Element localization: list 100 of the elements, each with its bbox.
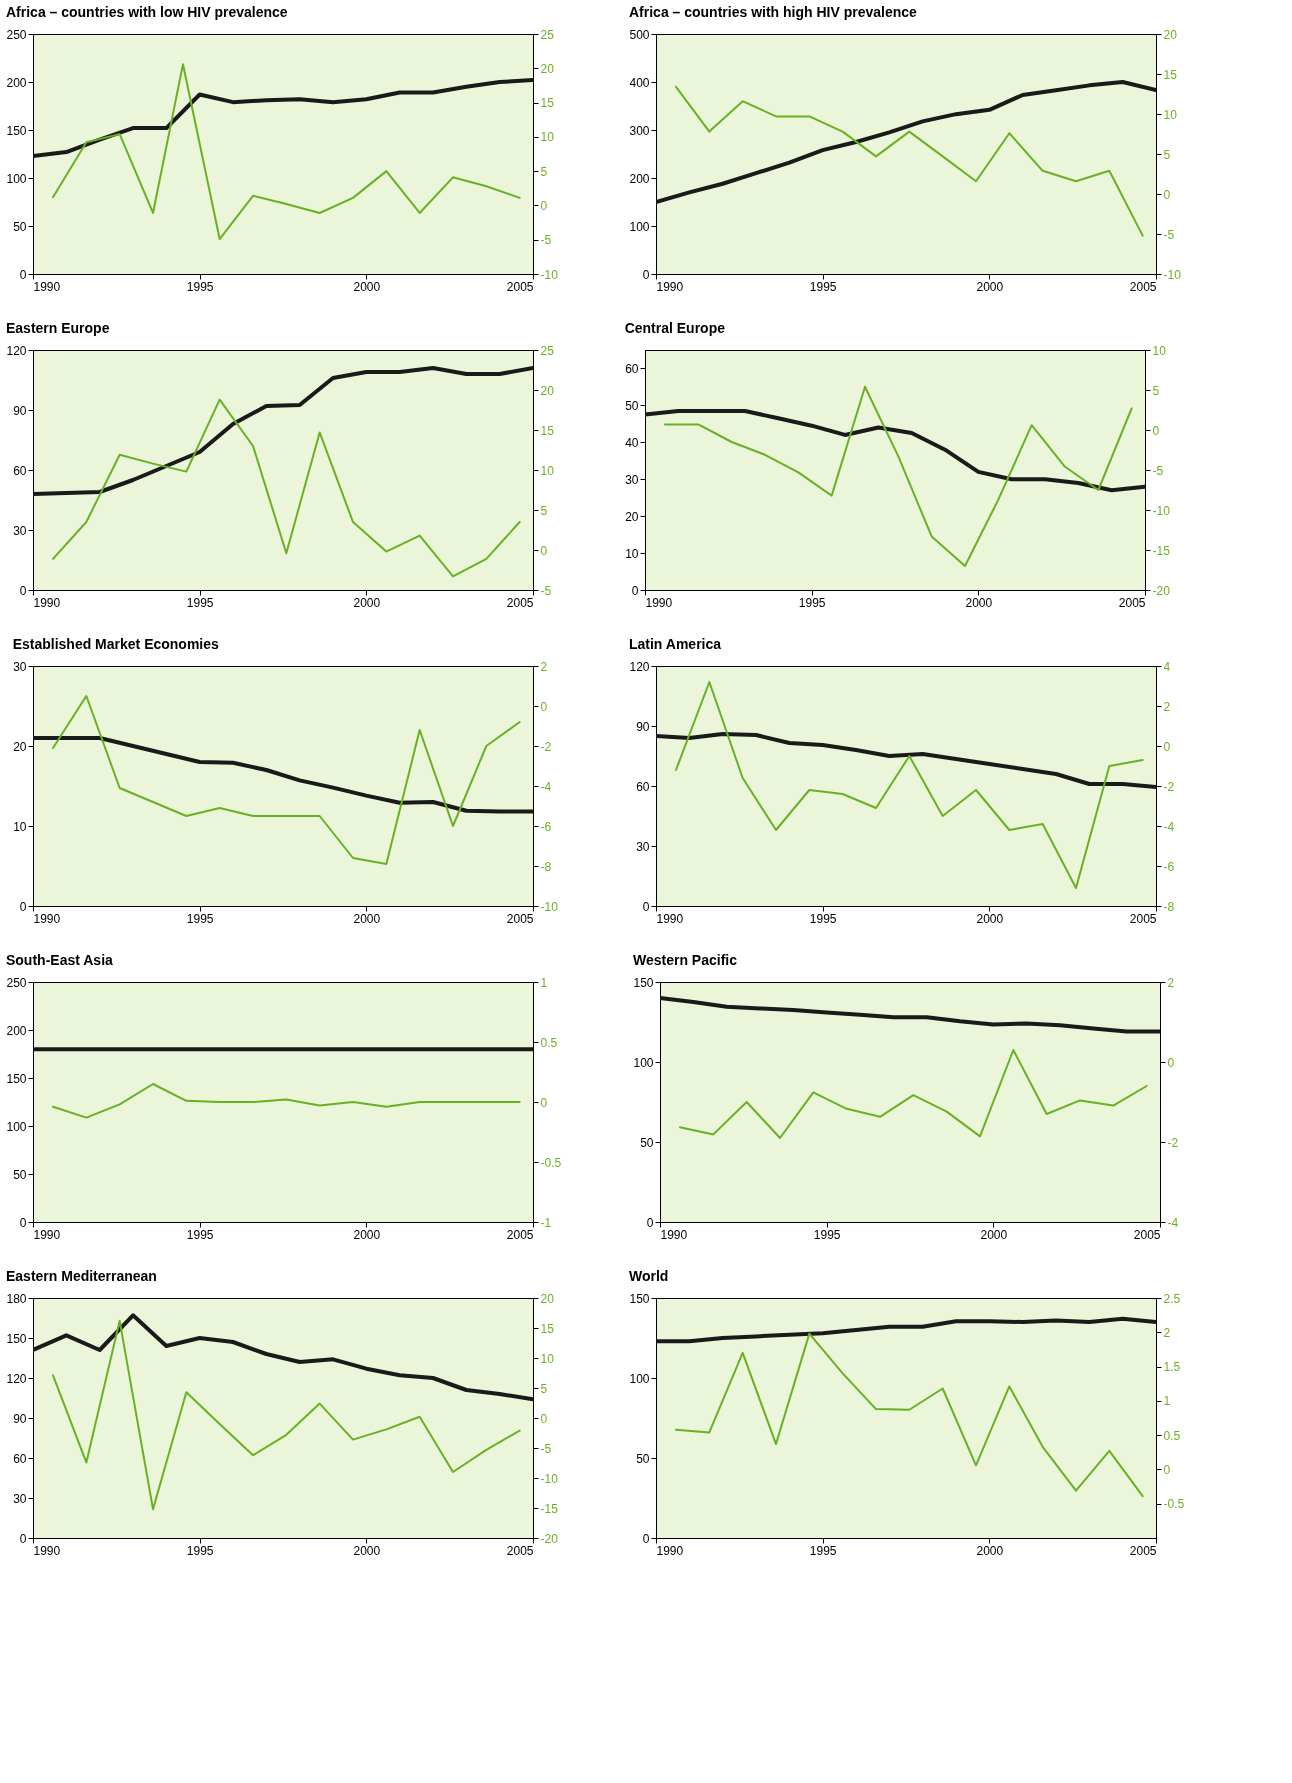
line-series	[675, 681, 1144, 889]
y-tick-label: 250	[6, 975, 27, 990]
y2-tick-label: 10	[540, 1351, 555, 1366]
y-tick-label: 90	[13, 403, 27, 418]
y2-tick-label: 2	[1167, 975, 1175, 990]
y2-tick-label: 0	[1163, 1462, 1171, 1477]
y2-tick-label: 10	[1152, 343, 1167, 358]
x-tick-label: 1990	[656, 279, 684, 294]
y2-tick-label: 25	[540, 27, 555, 42]
y2-tick-label: -6	[540, 819, 552, 834]
y2-tick-label: -10	[1152, 503, 1171, 518]
y2-tick-label: -2	[1163, 779, 1175, 794]
x-tick-label: 2005	[506, 1227, 534, 1242]
y-tick-label: 200	[6, 75, 27, 90]
y2-tick-label: 20	[540, 61, 555, 76]
line-series	[33, 78, 533, 158]
line-series	[679, 1049, 1148, 1139]
y2-tick-label: -10	[1163, 267, 1182, 282]
y-tick-label: 0	[19, 583, 27, 598]
y-tick-label: 100	[629, 219, 650, 234]
y-tick-label: 150	[633, 975, 654, 990]
y2-tick-label: 0	[540, 1095, 548, 1110]
y-tick-label: 0	[642, 267, 650, 282]
chart-title: South-East Asia	[5, 952, 114, 968]
y-tick-label: 100	[6, 171, 27, 186]
x-tick-label: 1995	[798, 595, 826, 610]
y2-tick-label: 1.5	[1163, 1360, 1181, 1375]
y2-tick-label: 2	[1163, 1325, 1171, 1340]
line-series	[660, 996, 1160, 1034]
line-series	[645, 408, 1145, 493]
y2-tick-label: -0.5	[1163, 1497, 1185, 1512]
line-series	[656, 732, 1156, 789]
x-tick-label: 2005	[1118, 595, 1146, 610]
y-tick-label: 200	[6, 1023, 27, 1038]
y-tick-label: 0	[631, 583, 639, 598]
y-tick-label: 60	[625, 361, 639, 376]
y2-tick-label: -8	[1163, 899, 1175, 914]
y-tick-label: 30	[13, 1491, 27, 1506]
y2-tick-label: -20	[540, 1531, 559, 1546]
y2-tick-label: 10	[540, 130, 555, 145]
chart-title: World	[628, 1268, 669, 1284]
line-series	[52, 695, 521, 865]
x-tick-label: 1990	[33, 1543, 61, 1558]
x-tick-label: 1995	[809, 911, 837, 926]
y2-tick-label: 2	[540, 659, 548, 674]
y-tick-label: 200	[629, 171, 650, 186]
y-tick-label: 150	[6, 1071, 27, 1086]
line-series	[656, 80, 1156, 204]
x-tick-label: 1990	[660, 1227, 688, 1242]
y2-tick-label: 2	[1163, 699, 1171, 714]
y-tick-label: 30	[636, 839, 650, 854]
y-tick-label: 30	[625, 472, 639, 487]
line-series	[675, 1332, 1144, 1498]
line-series	[675, 85, 1144, 237]
y2-tick-label: -6	[1163, 859, 1175, 874]
y-tick-label: 60	[636, 779, 650, 794]
x-tick-label: 2000	[353, 595, 381, 610]
y2-tick-label: 0	[540, 543, 548, 558]
y-tick-label: 60	[13, 463, 27, 478]
y2-tick-label: 0	[540, 198, 548, 213]
y2-tick-label: -15	[540, 1501, 559, 1516]
x-tick-label: 2005	[1129, 279, 1157, 294]
y-tick-label: 0	[19, 267, 27, 282]
x-tick-label: 1990	[645, 595, 673, 610]
y2-tick-label: -4	[1163, 819, 1175, 834]
y2-tick-label: 15	[540, 96, 555, 111]
y-tick-label: 0	[642, 899, 650, 914]
y2-tick-label: 15	[1163, 67, 1178, 82]
y2-tick-label: 5	[1163, 147, 1171, 162]
line-series	[656, 1316, 1156, 1344]
line-series	[33, 366, 533, 496]
x-tick-label: 2005	[506, 1543, 534, 1558]
y2-tick-label: -5	[540, 583, 552, 598]
x-tick-label: 2000	[980, 1227, 1008, 1242]
x-tick-label: 1990	[656, 911, 684, 926]
y-tick-label: 0	[19, 899, 27, 914]
x-tick-label: 1995	[186, 279, 214, 294]
x-tick-label: 2005	[506, 595, 534, 610]
y2-tick-label: 0.5	[1163, 1428, 1181, 1443]
y-tick-label: 150	[629, 1291, 650, 1306]
x-tick-label: 2000	[976, 1543, 1004, 1558]
y-tick-label: 50	[625, 398, 639, 413]
line-series	[52, 1319, 521, 1511]
chart-title: Latin America	[628, 636, 722, 652]
y2-tick-label: 1	[1163, 1394, 1171, 1409]
y2-tick-label: 0	[540, 1411, 548, 1426]
y2-tick-label: -0.5	[540, 1155, 562, 1170]
y-tick-label: 60	[13, 1451, 27, 1466]
y2-tick-label: 0	[1152, 423, 1160, 438]
y2-tick-label: -2	[540, 739, 552, 754]
y2-tick-label: 0	[1163, 739, 1171, 754]
y-tick-label: 100	[633, 1055, 654, 1070]
y-tick-label: 100	[6, 1119, 27, 1134]
y2-tick-label: 0	[1163, 187, 1171, 202]
y2-tick-label: -8	[540, 859, 552, 874]
y2-tick-label: 20	[540, 383, 555, 398]
x-tick-label: 1995	[813, 1227, 841, 1242]
chart-title: Eastern Mediterranean	[5, 1268, 157, 1284]
x-tick-label: 2000	[353, 1543, 381, 1558]
line-series	[52, 398, 521, 578]
